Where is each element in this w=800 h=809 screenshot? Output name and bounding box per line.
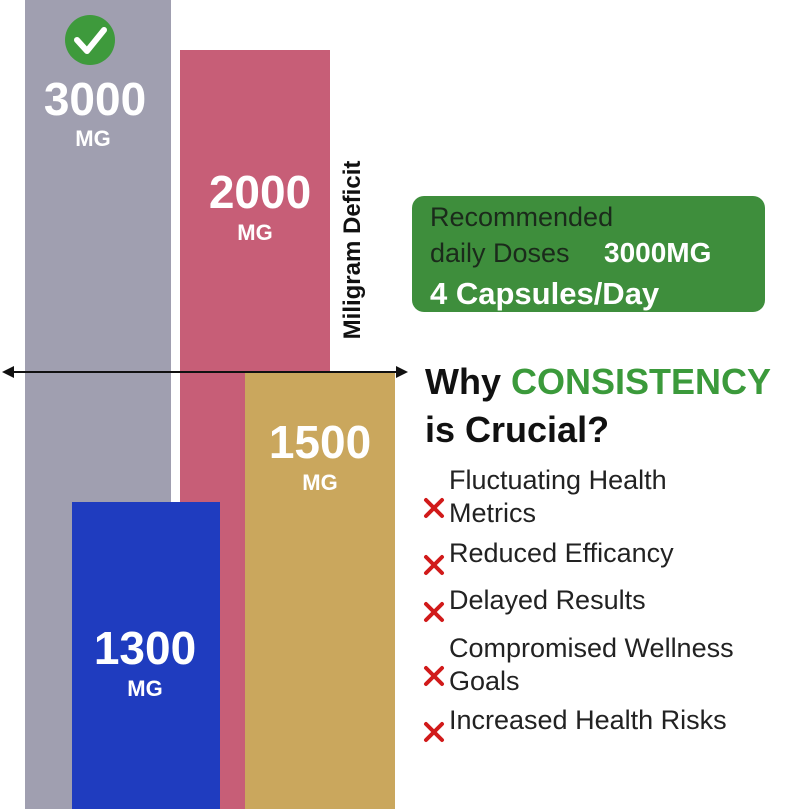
bar-unit: MG <box>237 220 272 245</box>
cross-icon <box>424 666 444 686</box>
cross-icon <box>424 602 444 622</box>
heading: Why CONSISTENCY <box>425 361 771 402</box>
callout-line: daily Doses <box>430 238 570 268</box>
axis-label: Miligram Deficit <box>339 161 366 340</box>
reason-text: Fluctuating Health <box>449 465 667 495</box>
reason-text: Delayed Results <box>449 585 646 615</box>
bar-value: 2000 <box>209 166 311 218</box>
bar-value: 3000 <box>44 73 146 125</box>
reason-text: Increased Health Risks <box>449 705 727 735</box>
bar-1500 <box>245 372 395 809</box>
reason-text: Goals <box>449 666 520 696</box>
bar-value: 1300 <box>94 622 196 674</box>
bar-value: 1500 <box>269 416 371 468</box>
callout-capsules: 4 Capsules/Day <box>430 276 660 311</box>
heading-highlight: CONSISTENCY <box>511 361 771 402</box>
cross-icon <box>424 498 444 518</box>
callout-line: Recommended <box>430 202 613 232</box>
reason-text: Compromised Wellness <box>449 633 734 663</box>
bar-unit: MG <box>302 470 337 495</box>
heading-line: is Crucial? <box>425 409 609 450</box>
arrow <box>2 366 408 378</box>
cross-stroke <box>424 555 444 575</box>
cross-stroke <box>424 602 444 622</box>
check-icon <box>65 15 115 65</box>
heading-prefix: Why <box>425 361 501 402</box>
bar-unit: MG <box>127 676 162 701</box>
cross-stroke <box>424 666 444 686</box>
cross-icon <box>424 555 444 575</box>
cross-icon <box>424 722 444 742</box>
reason-text: Metrics <box>449 498 536 528</box>
callout-box <box>412 196 765 312</box>
cross-stroke <box>424 722 444 742</box>
bar-unit: MG <box>75 126 110 151</box>
reason-text: Reduced Efficancy <box>449 538 674 568</box>
bar-1300 <box>72 502 220 809</box>
callout-dose: 3000MG <box>604 237 711 268</box>
cross-stroke <box>424 498 444 518</box>
